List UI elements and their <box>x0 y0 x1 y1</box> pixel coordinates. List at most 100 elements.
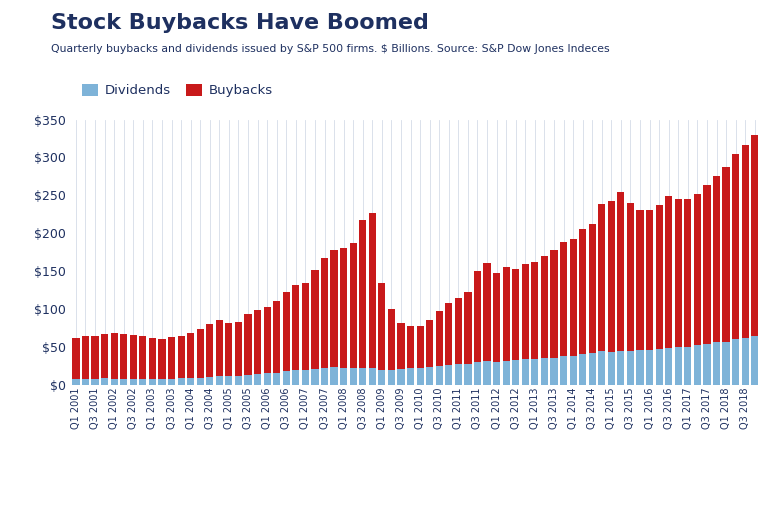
Bar <box>541 358 548 385</box>
Bar <box>455 297 462 365</box>
Bar <box>140 335 147 379</box>
Bar <box>493 272 500 362</box>
Bar <box>158 339 165 380</box>
Bar <box>531 262 538 359</box>
Bar <box>646 210 653 350</box>
Bar <box>158 380 165 385</box>
Bar <box>216 320 223 376</box>
Bar <box>168 379 176 385</box>
Bar <box>445 365 452 385</box>
Bar <box>636 210 643 350</box>
Bar <box>608 201 615 352</box>
Bar <box>751 135 758 335</box>
Bar <box>82 379 89 385</box>
Bar <box>694 345 701 385</box>
Bar <box>655 349 663 385</box>
Bar <box>426 367 433 385</box>
Bar <box>340 249 347 368</box>
Bar <box>474 271 481 362</box>
Bar <box>732 154 739 340</box>
Bar <box>302 370 309 385</box>
Bar <box>388 309 395 370</box>
Bar <box>120 334 127 379</box>
Bar <box>264 307 271 373</box>
Bar <box>560 356 567 385</box>
Bar <box>675 347 682 385</box>
Bar <box>349 243 356 368</box>
Bar <box>560 242 567 356</box>
Bar <box>197 329 204 378</box>
Bar <box>722 342 729 385</box>
Bar <box>149 380 156 385</box>
Bar <box>282 371 290 385</box>
Bar <box>694 194 701 345</box>
Bar <box>455 365 462 385</box>
Bar <box>417 327 424 368</box>
Bar <box>129 379 136 385</box>
Bar <box>655 205 663 349</box>
Bar <box>512 360 519 385</box>
Bar <box>722 167 729 342</box>
Bar <box>340 368 347 385</box>
Bar <box>369 368 376 385</box>
Bar <box>589 224 596 353</box>
Bar <box>168 337 176 379</box>
Bar <box>216 376 223 385</box>
Bar <box>378 370 385 385</box>
Bar <box>244 314 252 375</box>
Text: Stock Buybacks Have Boomed: Stock Buybacks Have Boomed <box>51 13 428 33</box>
Bar <box>569 239 576 356</box>
Bar <box>627 350 634 385</box>
Bar <box>436 311 443 366</box>
Bar <box>569 356 576 385</box>
Bar <box>254 374 261 385</box>
Bar <box>484 263 491 361</box>
Bar <box>225 376 232 385</box>
Bar <box>713 342 720 385</box>
Bar <box>407 368 414 385</box>
Bar <box>282 292 290 371</box>
Bar <box>111 379 118 385</box>
Bar <box>73 380 80 385</box>
Bar <box>111 333 118 379</box>
Bar <box>684 347 691 385</box>
Bar <box>149 338 156 380</box>
Bar <box>292 285 300 370</box>
Bar <box>522 359 529 385</box>
Bar <box>311 270 318 369</box>
Legend: Dividends, Buybacks: Dividends, Buybacks <box>76 79 278 102</box>
Bar <box>617 352 625 385</box>
Text: Quarterly buybacks and dividends issued by S&P 500 firms. $ Billions. Source: S&: Quarterly buybacks and dividends issued … <box>51 44 609 54</box>
Bar <box>665 348 672 385</box>
Bar <box>187 332 194 378</box>
Bar <box>273 301 280 373</box>
Bar <box>244 375 252 385</box>
Bar <box>598 204 605 352</box>
Bar <box>502 267 510 361</box>
Bar <box>589 353 596 385</box>
Bar <box>464 363 472 385</box>
Bar <box>484 361 491 385</box>
Bar <box>378 282 385 370</box>
Bar <box>502 361 510 385</box>
Bar <box>235 376 242 385</box>
Bar <box>551 250 558 358</box>
Bar <box>531 359 538 385</box>
Bar <box>742 338 749 385</box>
Bar <box>73 338 80 380</box>
Bar <box>751 335 758 385</box>
Bar <box>665 196 672 348</box>
Bar <box>541 256 548 358</box>
Bar <box>388 370 395 385</box>
Bar <box>331 250 338 367</box>
Bar <box>493 362 500 385</box>
Bar <box>331 367 338 385</box>
Bar <box>302 282 309 370</box>
Bar <box>359 220 367 368</box>
Bar <box>636 350 643 385</box>
Bar <box>254 310 261 374</box>
Bar <box>608 352 615 385</box>
Bar <box>445 303 452 365</box>
Bar <box>349 368 356 385</box>
Bar <box>140 379 147 385</box>
